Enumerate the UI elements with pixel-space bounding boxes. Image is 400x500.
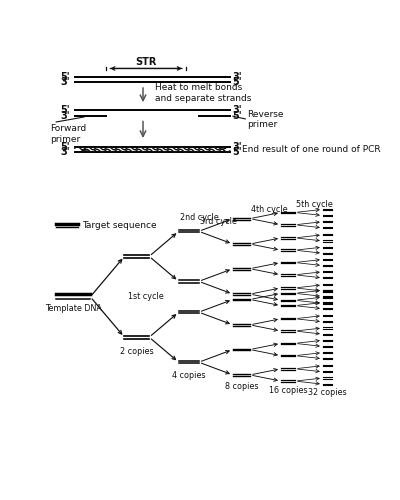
- Text: Heat to melt bonds
and separate strands: Heat to melt bonds and separate strands: [155, 84, 252, 103]
- Text: 1st cycle: 1st cycle: [128, 292, 163, 302]
- Text: 4th cycle: 4th cycle: [251, 205, 288, 214]
- Text: 3': 3': [232, 142, 242, 152]
- Text: 2 copies: 2 copies: [120, 347, 154, 356]
- Text: 5': 5': [60, 105, 70, 115]
- Text: 3': 3': [60, 78, 70, 88]
- Text: Template DNA: Template DNA: [45, 304, 102, 312]
- Text: 5': 5': [60, 142, 70, 152]
- Text: 32 copies: 32 copies: [308, 388, 347, 397]
- Text: 5': 5': [232, 78, 242, 88]
- Text: 3rd cycle: 3rd cycle: [200, 216, 237, 226]
- Text: Target sequence: Target sequence: [82, 221, 156, 230]
- Text: 3': 3': [60, 148, 70, 158]
- Text: 3': 3': [232, 105, 242, 115]
- Text: 3': 3': [232, 72, 242, 83]
- Text: End result of one round of PCR: End result of one round of PCR: [242, 145, 381, 154]
- Text: 5': 5': [60, 72, 70, 83]
- Text: 8 copies: 8 copies: [225, 382, 258, 391]
- Text: 5th cycle: 5th cycle: [296, 200, 332, 208]
- Text: 5': 5': [232, 148, 242, 158]
- Text: Forward
primer: Forward primer: [50, 124, 86, 144]
- Text: Reverse
primer: Reverse primer: [247, 110, 283, 130]
- Text: 5': 5': [232, 111, 242, 121]
- Text: 2nd cycle: 2nd cycle: [180, 212, 219, 222]
- Text: 4 copies: 4 copies: [172, 370, 206, 380]
- Text: 3': 3': [60, 111, 70, 121]
- Text: STR: STR: [136, 56, 157, 66]
- Text: 16 copies: 16 copies: [269, 386, 307, 396]
